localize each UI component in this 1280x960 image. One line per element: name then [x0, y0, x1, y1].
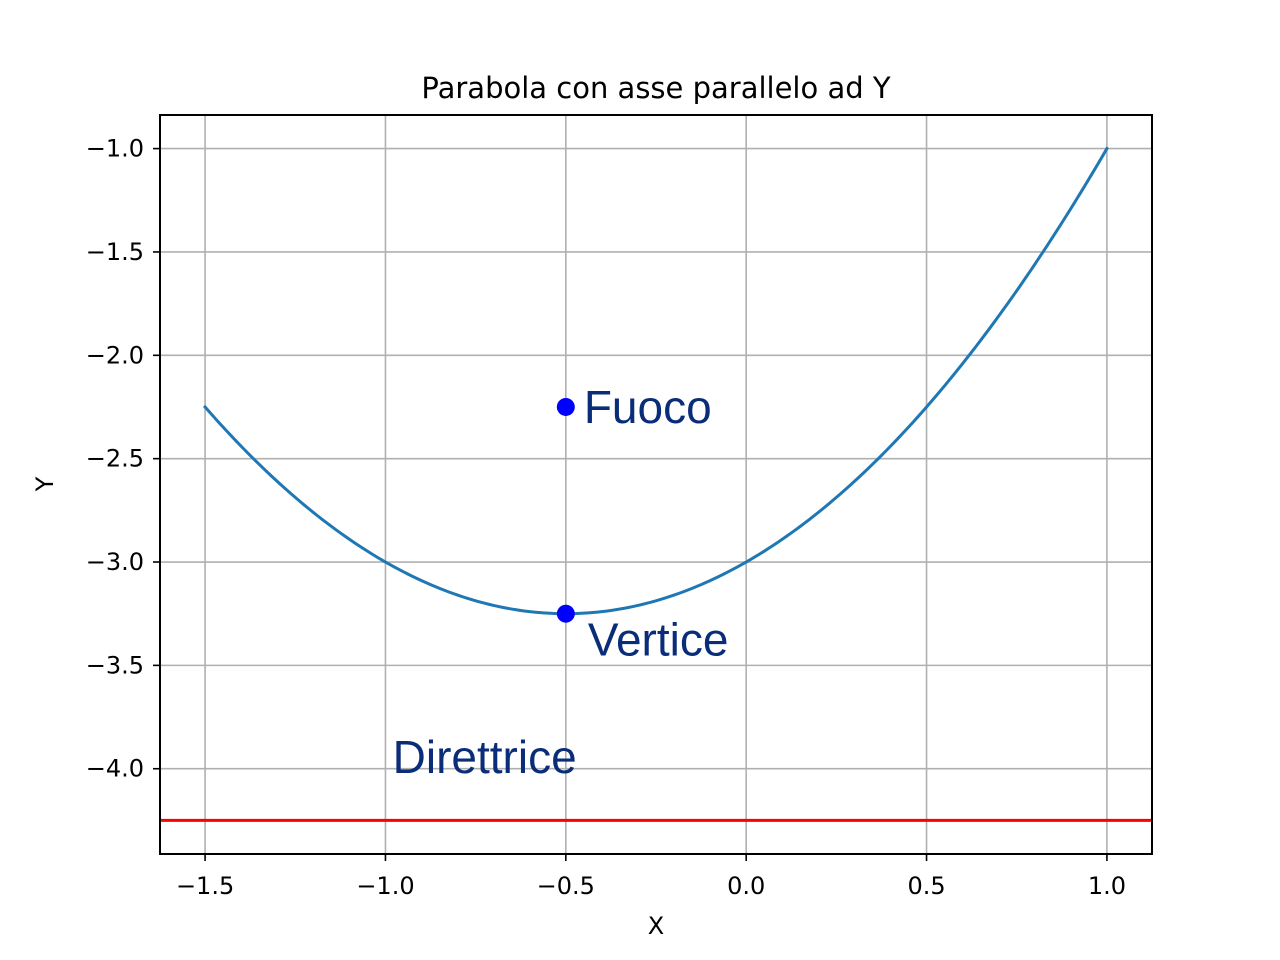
curve-layer [202, 146, 1109, 616]
y-tick-label: −1.0 [86, 135, 144, 163]
x-tick-label: 0.5 [907, 872, 945, 900]
parabola-line [202, 146, 1109, 616]
annotation-layer: Fuoco Vertice Direttrice [393, 381, 729, 783]
vertice-point [556, 604, 575, 623]
directrix-label: Direttrice [393, 731, 577, 783]
points-layer [556, 397, 575, 623]
y-tick-label: −3.0 [86, 548, 144, 576]
y-tick-label: −4.0 [86, 755, 144, 783]
y-tick-label: −3.5 [86, 651, 144, 679]
y-axis-title: Y [31, 476, 59, 492]
x-tick-label: −1.0 [356, 872, 414, 900]
y-tick-label: −2.0 [86, 341, 144, 369]
x-tick-label: 0.0 [727, 872, 765, 900]
chart-title: Parabola con asse parallelo ad Y [421, 71, 890, 105]
vertice-label: Vertice [588, 614, 729, 666]
grid [160, 115, 1152, 854]
x-tick-label: 1.0 [1088, 872, 1126, 900]
plot-frame [159, 114, 1153, 855]
fuoco-label: Fuoco [584, 381, 712, 433]
y-axis-ticks: −1.0 −1.5 −2.0 −2.5 −3.0 −3.5 −4.0 [86, 135, 160, 783]
y-tick-label: −1.5 [86, 238, 144, 266]
y-tick-label: −2.5 [86, 445, 144, 473]
fuoco-point [556, 397, 575, 416]
x-tick-label: −0.5 [537, 872, 595, 900]
x-axis-title: X [648, 912, 664, 940]
x-tick-label: −1.5 [176, 872, 234, 900]
x-axis-ticks: −1.5 −1.0 −0.5 0.0 0.5 1.0 [176, 854, 1126, 900]
